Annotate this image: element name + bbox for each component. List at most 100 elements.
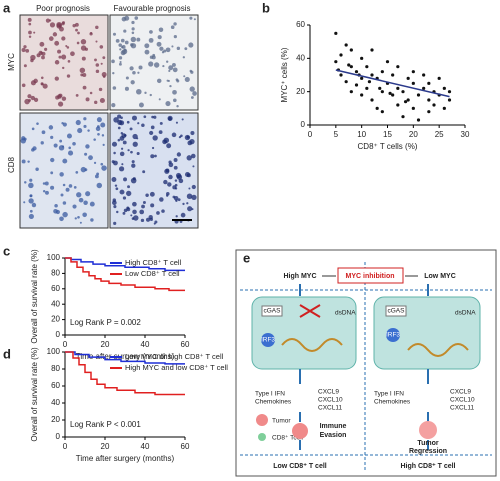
nucleus [173, 98, 177, 103]
point [427, 98, 431, 102]
nucleus [150, 125, 155, 130]
point [349, 65, 353, 69]
nucleus [186, 173, 191, 178]
label: Type I IFN [374, 391, 404, 398]
nucleus [123, 134, 127, 137]
nucleus [188, 187, 191, 190]
nucleus [156, 211, 160, 215]
point [349, 48, 353, 52]
x-tick-label: 0 [63, 442, 68, 451]
nucleus [168, 117, 172, 121]
nucleus [117, 119, 123, 125]
nucleus [113, 117, 119, 123]
nucleus [137, 122, 140, 125]
nucleus [136, 151, 140, 156]
nucleus [93, 161, 97, 164]
label: MYC inhibition [346, 273, 395, 280]
nucleus [23, 64, 27, 68]
y-tick-label: 20 [296, 87, 305, 96]
nucleus [76, 192, 82, 198]
survival-curve [65, 257, 185, 292]
point [396, 65, 400, 69]
nucleus [131, 31, 135, 35]
y-tick-label: 0 [56, 432, 61, 441]
nucleus [129, 66, 134, 71]
nucleus [62, 158, 68, 164]
point [401, 115, 405, 119]
nucleus [29, 209, 33, 213]
x-tick-label: 20 [409, 130, 418, 139]
box [261, 305, 283, 317]
x-tick-label: 0 [308, 130, 313, 139]
nucleus [94, 58, 97, 62]
nucleus [165, 100, 171, 107]
tumor-icon [256, 414, 268, 426]
point [378, 86, 382, 90]
nucleus [50, 135, 54, 139]
nucleus [159, 197, 164, 202]
nucleus [163, 137, 170, 144]
nucleus [127, 185, 131, 189]
nucleus [162, 64, 165, 68]
legend-label: Low CD8⁺ T cell [125, 269, 180, 278]
label: CXCL9 [450, 389, 471, 396]
nucleus [33, 97, 39, 103]
label: CXCL10 [318, 397, 343, 404]
point [406, 98, 410, 102]
nucleus [175, 121, 178, 124]
nucleus [145, 193, 149, 197]
x-tick-label: 40 [141, 442, 150, 451]
micrograph [109, 14, 199, 111]
nucleus [77, 128, 83, 134]
nucleus [54, 203, 58, 208]
nucleus [102, 56, 106, 60]
nucleus [54, 60, 60, 65]
x-tick-label: 20 [101, 340, 110, 349]
nucleus [61, 122, 64, 125]
label: CD8⁺ Tcell [272, 435, 304, 442]
legend-label: High MYC and low CD8⁺ T cell [125, 363, 228, 372]
nucleus [112, 71, 115, 75]
nucleus [169, 85, 172, 88]
nucleus [153, 115, 157, 119]
nucleus [66, 74, 71, 78]
nucleus [122, 196, 127, 200]
point [360, 93, 364, 97]
nucleus [42, 182, 46, 185]
nucleus [115, 38, 120, 43]
nucleus [159, 46, 164, 51]
nucleus [173, 22, 177, 26]
point [370, 73, 374, 77]
nucleus [173, 34, 177, 39]
nucleus [75, 119, 81, 126]
point [427, 110, 431, 114]
label: IRF3 [261, 337, 275, 344]
nucleus [124, 40, 129, 45]
legend-label: Low MYC or high CD8⁺ T cell [125, 352, 224, 361]
nucleus [172, 195, 176, 199]
panel-a: a Poor prognosis Favourable prognosis MY… [3, 0, 199, 229]
nucleus [149, 191, 155, 197]
nucleus [189, 69, 193, 73]
nucleus [40, 82, 44, 86]
arrows [299, 284, 429, 450]
nucleus [112, 86, 117, 90]
nucleus [149, 93, 152, 97]
nucleus [61, 22, 65, 26]
row-label: CD8 [7, 156, 16, 173]
nucleus [23, 137, 27, 141]
nucleus [62, 183, 66, 187]
label: CXCL11 [450, 405, 474, 412]
trend-line [335, 69, 450, 98]
nucleus [175, 78, 179, 82]
nucleus [111, 160, 115, 164]
nucleus [59, 26, 64, 32]
point [416, 93, 421, 97]
nucleus [111, 177, 117, 182]
box [337, 267, 404, 284]
nucleus [176, 105, 179, 108]
point [422, 86, 426, 90]
nucleus [119, 151, 125, 157]
point [347, 63, 351, 67]
